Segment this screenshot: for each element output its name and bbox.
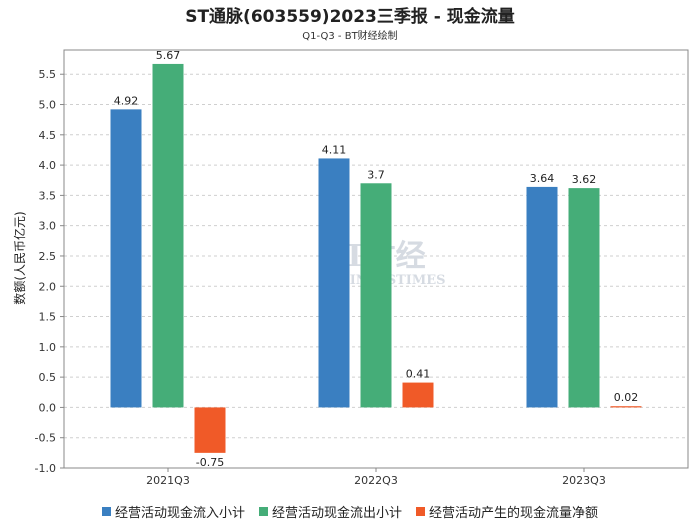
- bar: [568, 188, 600, 408]
- bar: [526, 186, 558, 408]
- data-label: 0.02: [614, 391, 639, 404]
- y-tick-label: 5.5: [39, 68, 57, 81]
- bar: [402, 382, 434, 408]
- legend-label: 经营活动现金流入小计: [114, 506, 245, 521]
- bar: [318, 158, 350, 408]
- data-label: 4.92: [114, 94, 139, 107]
- data-label: 0.41: [406, 368, 431, 381]
- bars: 4.92 5.67 -0.75 4.11 3.7 0.41 3.64 3.62 0.02: [110, 49, 642, 469]
- y-axis-label: 数额(人民币亿元): [12, 211, 27, 304]
- legend-swatch: [416, 507, 425, 516]
- y-tick-label: 3.0: [39, 220, 57, 233]
- legend-item: 经营活动现金流出小计: [258, 502, 402, 521]
- bar: [110, 109, 142, 408]
- y-tick-label: -1.0: [35, 462, 56, 475]
- y-tick-label: 2.5: [39, 250, 57, 263]
- y-tick-label: 1.0: [39, 341, 57, 354]
- data-label: 3.62: [572, 173, 597, 186]
- legend-label: 经营活动产生的现金流量净额: [429, 506, 599, 521]
- data-label: 3.64: [530, 172, 555, 185]
- legend: 经营活动现金流入小计 经营活动现金流出小计 经营活动产生的现金流量净额: [0, 502, 700, 521]
- bar: [610, 406, 642, 408]
- legend-label: 经营活动现金流出小计: [271, 506, 402, 521]
- data-label: 3.7: [367, 168, 385, 181]
- y-tick-label: 0.0: [39, 401, 57, 414]
- x-tick-label: 2021Q3: [146, 474, 190, 487]
- y-tick-label: 3.5: [39, 189, 57, 202]
- y-tick-label: 4.0: [39, 159, 57, 172]
- x-tick-label: 2022Q3: [354, 474, 398, 487]
- bar: [152, 63, 184, 408]
- y-tick-label: 5.0: [39, 99, 57, 112]
- y-tick-label: 4.5: [39, 129, 57, 142]
- chart-title: ST通脉(603559)2023三季报 - 现金流量: [185, 7, 515, 27]
- data-label: 5.67: [156, 49, 181, 62]
- bar: [360, 183, 392, 408]
- axes: -1.0 -0.5 0.0 0.5 1.0 1.5 2.0 2.5 3.0 3.5 4.0 4.5 5.…: [35, 49, 689, 487]
- y-tick-label: 1.5: [39, 311, 57, 324]
- legend-swatch: [258, 507, 268, 516]
- data-label: 4.11: [322, 143, 347, 156]
- legend-swatch: [101, 507, 111, 516]
- bar-chart: BT财经 BUSINESSTIMES 4.925.67-0.754.113.70…: [12, 49, 689, 487]
- x-tick-label: 2023Q3: [562, 474, 606, 487]
- legend-item: 经营活动产生的现金流量净额: [416, 502, 598, 521]
- y-tick-label: 2.0: [39, 280, 57, 293]
- y-tick-label: 0.5: [39, 371, 57, 384]
- data-label: -0.75: [196, 456, 224, 469]
- chart-subtitle: Q1-Q3 - BT财经绘制: [302, 31, 398, 42]
- y-tick-label: -0.5: [35, 432, 56, 445]
- bar: [194, 407, 226, 453]
- legend-item: 经营活动现金流入小计: [101, 502, 245, 521]
